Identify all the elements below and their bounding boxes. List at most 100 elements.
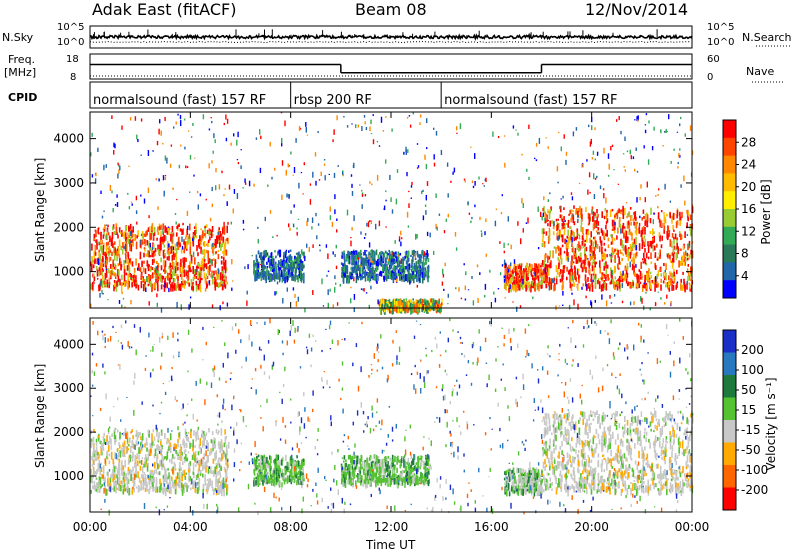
cell: [640, 276, 642, 280]
noise-cell: [304, 255, 306, 262]
cell: [116, 255, 118, 262]
noise-cell: [328, 173, 330, 175]
noise-cell: [416, 143, 419, 145]
noise-cell: [106, 229, 109, 233]
cell: [625, 268, 628, 276]
cell: [220, 272, 222, 280]
region-1: [253, 454, 305, 489]
cell: [562, 224, 564, 230]
cell: [154, 283, 157, 288]
cell: [579, 215, 581, 219]
cell: [550, 206, 552, 211]
cell: [581, 213, 583, 222]
cell: [173, 278, 176, 282]
cell: [594, 261, 596, 268]
noise-cell: [236, 139, 238, 146]
cell: [274, 458, 276, 466]
noise-cell: [359, 264, 361, 268]
noise-cell: [123, 245, 125, 250]
cell: [121, 282, 123, 286]
cell: [587, 212, 590, 219]
cell: [224, 266, 227, 274]
cell: [640, 261, 642, 269]
cell: [672, 245, 675, 254]
cell: [612, 223, 614, 231]
cell: [591, 256, 593, 260]
noise-cell: [389, 174, 391, 180]
noise-cell: [196, 190, 199, 194]
cell: [165, 270, 168, 273]
cell: [215, 240, 217, 248]
cell: [548, 256, 551, 260]
cell: [374, 259, 376, 265]
noise-cell: [108, 283, 110, 286]
cell: [559, 254, 562, 260]
cell: [106, 435, 108, 443]
cell: [625, 230, 628, 239]
noise-cell: [380, 255, 383, 262]
cell: [559, 230, 562, 238]
noise-cell: [353, 215, 355, 222]
noise-cell: [292, 223, 295, 228]
cell: [284, 477, 287, 482]
cell: [557, 257, 559, 261]
cell: [535, 272, 538, 280]
cell: [571, 243, 573, 247]
noise-cell: [103, 164, 105, 171]
cell: [647, 278, 649, 283]
cell: [225, 453, 227, 460]
cell: [169, 482, 171, 490]
cell: [405, 265, 407, 270]
noise-cell: [278, 278, 281, 283]
cell: [102, 242, 105, 245]
cell: [106, 279, 109, 288]
cell: [284, 251, 287, 259]
cell: [221, 453, 223, 461]
cell: [564, 238, 566, 245]
cell: [590, 273, 593, 282]
cell: [204, 233, 206, 237]
cell: [156, 445, 158, 451]
cell: [575, 276, 577, 282]
cell: [196, 431, 198, 435]
cell: [542, 232, 544, 239]
noise-cell: [394, 240, 396, 244]
noise-cell: [305, 127, 307, 133]
cell: [144, 248, 146, 252]
cell: [107, 472, 109, 477]
noise-cell: [361, 189, 363, 192]
noise-cell: [374, 267, 376, 271]
cell: [566, 276, 568, 281]
cell: [633, 272, 636, 277]
cell: [679, 216, 682, 222]
cell: [277, 454, 280, 461]
cell: [141, 277, 144, 282]
cell: [594, 212, 596, 216]
cell: [101, 280, 104, 289]
cell: [153, 250, 156, 254]
noise-cell: [471, 180, 474, 184]
cell: [215, 463, 218, 470]
cell: [653, 235, 655, 243]
cell: [542, 277, 545, 283]
cell: [647, 245, 650, 253]
noise: [90, 112, 694, 313]
noise-cell: [450, 180, 452, 183]
cell: [107, 477, 109, 483]
cell: [270, 266, 272, 272]
noise-cell: [505, 262, 507, 269]
noise-cell: [503, 259, 506, 266]
cell: [379, 252, 381, 255]
cell: [180, 258, 182, 267]
cell: [605, 213, 608, 220]
cell: [153, 476, 155, 484]
cell: [554, 283, 556, 291]
noise-cell: [184, 146, 186, 150]
cell: [90, 283, 92, 290]
cell: [355, 260, 357, 265]
cell: [125, 473, 128, 482]
noise-cell: [435, 131, 438, 136]
noise-cell: [581, 235, 584, 240]
cell: [184, 281, 186, 285]
cell: [599, 266, 601, 274]
